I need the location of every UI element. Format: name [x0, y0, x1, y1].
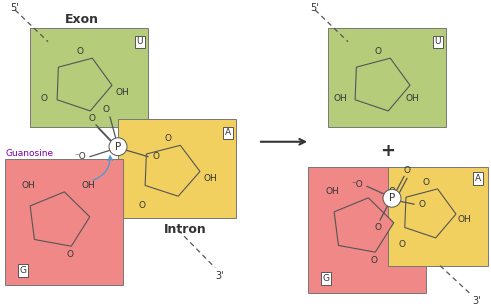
- Text: O: O: [388, 187, 395, 196]
- Text: Intron: Intron: [164, 223, 206, 236]
- Text: G: G: [20, 266, 27, 275]
- Text: OH: OH: [21, 181, 35, 190]
- Circle shape: [109, 138, 127, 156]
- Text: 3': 3': [216, 270, 224, 281]
- Text: O: O: [404, 166, 410, 175]
- Text: O: O: [375, 223, 382, 232]
- Text: G: G: [323, 274, 329, 283]
- Text: U: U: [137, 37, 143, 46]
- FancyArrowPatch shape: [93, 156, 112, 181]
- Bar: [388, 166, 488, 266]
- Text: Exon: Exon: [65, 13, 99, 26]
- Circle shape: [383, 189, 401, 207]
- Text: O: O: [40, 94, 48, 103]
- Polygon shape: [355, 58, 410, 111]
- Text: ⁻O: ⁻O: [74, 152, 86, 161]
- Polygon shape: [334, 198, 394, 252]
- Text: O: O: [138, 201, 145, 210]
- Text: A: A: [475, 174, 481, 183]
- Text: OH: OH: [115, 88, 129, 97]
- Text: O: O: [422, 178, 430, 187]
- Text: ⁻O: ⁻O: [351, 180, 363, 189]
- Text: OH: OH: [81, 181, 95, 190]
- Text: O: O: [399, 240, 406, 249]
- Text: 5': 5': [310, 3, 319, 13]
- Text: OH: OH: [457, 215, 471, 223]
- Text: O: O: [77, 47, 83, 56]
- Text: Guanosine: Guanosine: [5, 149, 53, 158]
- Text: O: O: [418, 200, 426, 209]
- Text: P: P: [389, 193, 395, 203]
- Text: O: O: [153, 152, 160, 161]
- Bar: [308, 166, 426, 293]
- Text: OH: OH: [203, 174, 217, 183]
- Polygon shape: [405, 189, 456, 238]
- Polygon shape: [145, 145, 200, 196]
- Text: 3': 3': [473, 296, 481, 306]
- Bar: [118, 119, 236, 218]
- Text: U: U: [435, 37, 441, 46]
- Text: A: A: [225, 128, 231, 137]
- Text: O: O: [164, 134, 171, 143]
- Text: OH: OH: [325, 187, 339, 196]
- Polygon shape: [57, 58, 112, 111]
- Text: 5': 5': [10, 3, 19, 13]
- Text: O: O: [88, 115, 96, 123]
- Polygon shape: [30, 192, 90, 246]
- Text: OH: OH: [333, 94, 347, 103]
- Text: O: O: [375, 47, 382, 56]
- Text: O: O: [103, 105, 109, 114]
- Bar: [5, 159, 123, 286]
- Text: OH: OH: [405, 94, 419, 103]
- Bar: [30, 28, 148, 127]
- Text: P: P: [115, 142, 121, 152]
- Text: O: O: [371, 256, 378, 265]
- Text: +: +: [381, 142, 395, 160]
- Bar: [328, 28, 446, 127]
- Text: O: O: [66, 250, 74, 259]
